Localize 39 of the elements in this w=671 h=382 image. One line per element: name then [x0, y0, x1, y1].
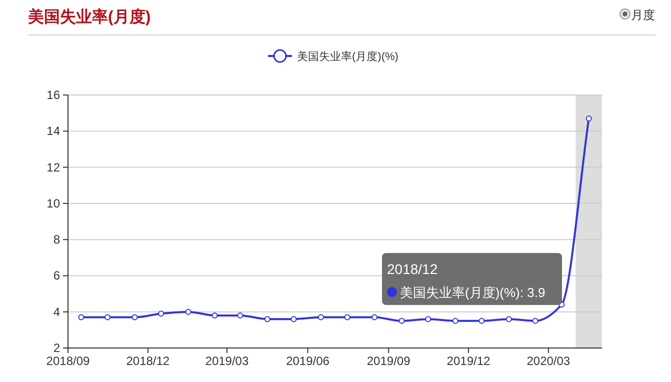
- x-tick-label: 2019/06: [286, 354, 330, 368]
- x-tick-label: 2020/03: [526, 354, 570, 368]
- text: 月度: [631, 8, 655, 22]
- point: [586, 115, 592, 122]
- y-tick-label: 6: [53, 268, 60, 283]
- y-tick-label: 14: [46, 124, 60, 138]
- point: [237, 312, 244, 318]
- point: [132, 314, 138, 320]
- point: [506, 316, 512, 322]
- point: [372, 314, 378, 320]
- point: [78, 314, 84, 320]
- point: [318, 314, 324, 320]
- x-tick-label: 2019/09: [366, 354, 411, 368]
- x-tick-label: 2018/12: [126, 354, 170, 368]
- y-tick-label: 4: [53, 304, 60, 319]
- point: [398, 318, 405, 324]
- y-tick-label: 12: [46, 160, 60, 174]
- point: [532, 318, 538, 324]
- x-tick-label: 2019/12: [446, 354, 491, 368]
- y-tick-label: 8: [53, 232, 60, 247]
- y-tick-label: 16: [46, 88, 60, 102]
- point: [425, 316, 432, 322]
- y-tick-label: 10: [46, 196, 60, 210]
- point: [344, 314, 350, 320]
- point: [158, 310, 164, 317]
- chart-title: 美国失业率(月度): [27, 7, 151, 26]
- point: [264, 316, 270, 322]
- annotation: 2018/12: [387, 261, 438, 277]
- point: [478, 318, 485, 324]
- point: [212, 312, 218, 318]
- legend-label: 美国失业率(月度)(%): [297, 50, 398, 63]
- point: [104, 314, 111, 320]
- point: [452, 318, 458, 324]
- point: [185, 308, 192, 315]
- point: [290, 316, 297, 322]
- x-tick-label: 2019/03: [205, 354, 249, 368]
- y-tick-label: 2: [53, 341, 60, 355]
- annotation: 美国失业率(月度)(%): 3.9: [400, 285, 546, 300]
- x-tick-label: 2018/09: [46, 354, 90, 368]
